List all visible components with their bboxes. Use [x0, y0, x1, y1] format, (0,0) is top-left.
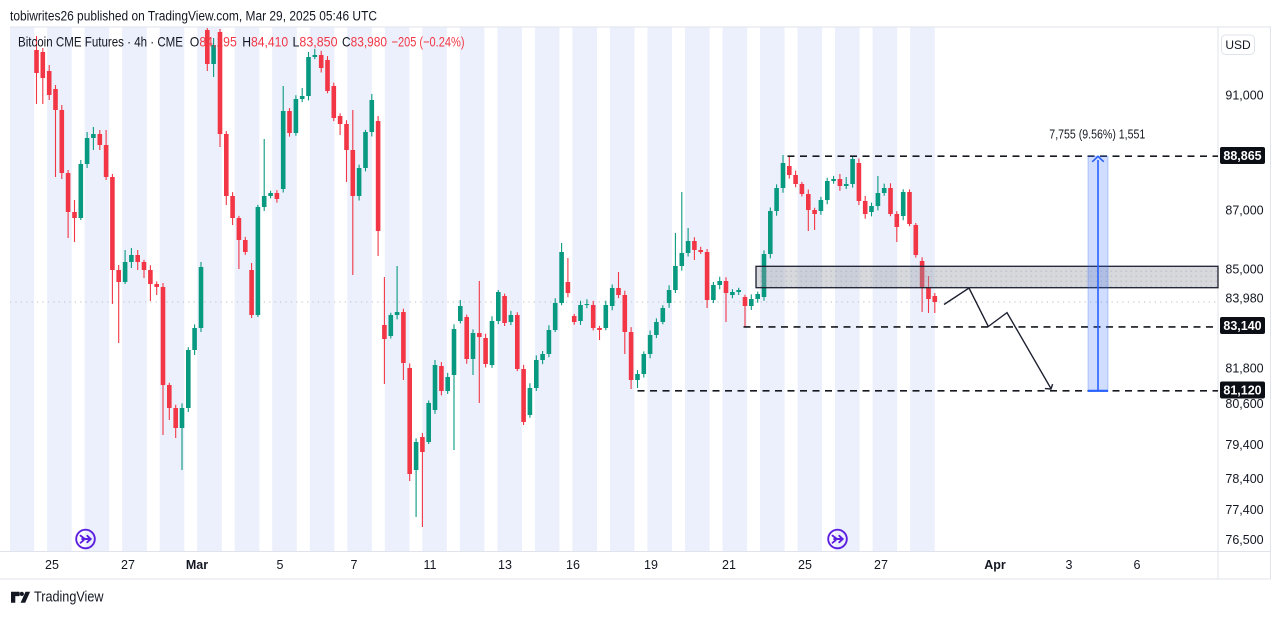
svg-text:H84,410: H84,410	[242, 35, 288, 50]
svg-text:−205 (−0.24%): −205 (−0.24%)	[392, 35, 465, 50]
svg-text:27: 27	[874, 558, 888, 572]
svg-text:16: 16	[566, 558, 580, 572]
svg-text:85,000: 85,000	[1225, 263, 1263, 277]
svg-text:87,000: 87,000	[1225, 204, 1263, 218]
svg-text:77,400: 77,400	[1225, 503, 1263, 517]
svg-text:11: 11	[424, 558, 437, 572]
svg-text:25: 25	[45, 558, 59, 572]
svg-text:79,400: 79,400	[1225, 438, 1263, 452]
svg-text:25: 25	[798, 558, 812, 572]
svg-text:Bitcoin CME Futures · 4h · CME: Bitcoin CME Futures · 4h · CME	[18, 35, 183, 50]
svg-text:83,140: 83,140	[1223, 319, 1261, 333]
svg-text:Apr: Apr	[984, 558, 1006, 572]
svg-text:7,755 (9.56%) 1,551: 7,755 (9.56%) 1,551	[1049, 127, 1145, 142]
svg-text:L83,850: L83,850	[293, 35, 338, 50]
svg-text:TradingView: TradingView	[34, 589, 104, 606]
svg-text:C83,980: C83,980	[342, 35, 387, 50]
svg-text:5: 5	[277, 558, 284, 572]
svg-text:6: 6	[1134, 558, 1141, 572]
svg-text:Mar: Mar	[186, 558, 208, 572]
svg-text:13: 13	[498, 558, 512, 572]
svg-text:7: 7	[351, 558, 358, 572]
svg-text:27: 27	[121, 558, 135, 572]
svg-text:83,980: 83,980	[1225, 292, 1263, 306]
svg-text:88,865: 88,865	[1223, 149, 1261, 163]
svg-text:tobiwrites26 published on Trad: tobiwrites26 published on TradingView.co…	[10, 9, 377, 24]
svg-text:91,000: 91,000	[1225, 89, 1263, 103]
svg-text:USD: USD	[1225, 38, 1251, 52]
svg-text:76,500: 76,500	[1225, 533, 1263, 547]
svg-text:81,800: 81,800	[1225, 362, 1263, 376]
svg-text:78,400: 78,400	[1225, 472, 1263, 486]
svg-text:80,600: 80,600	[1225, 397, 1263, 411]
svg-text:3: 3	[1066, 558, 1073, 572]
svg-text:19: 19	[644, 558, 658, 572]
svg-text:21: 21	[722, 558, 736, 572]
svg-text:O84,195: O84,195	[190, 35, 237, 50]
svg-text:81,120: 81,120	[1223, 384, 1261, 398]
